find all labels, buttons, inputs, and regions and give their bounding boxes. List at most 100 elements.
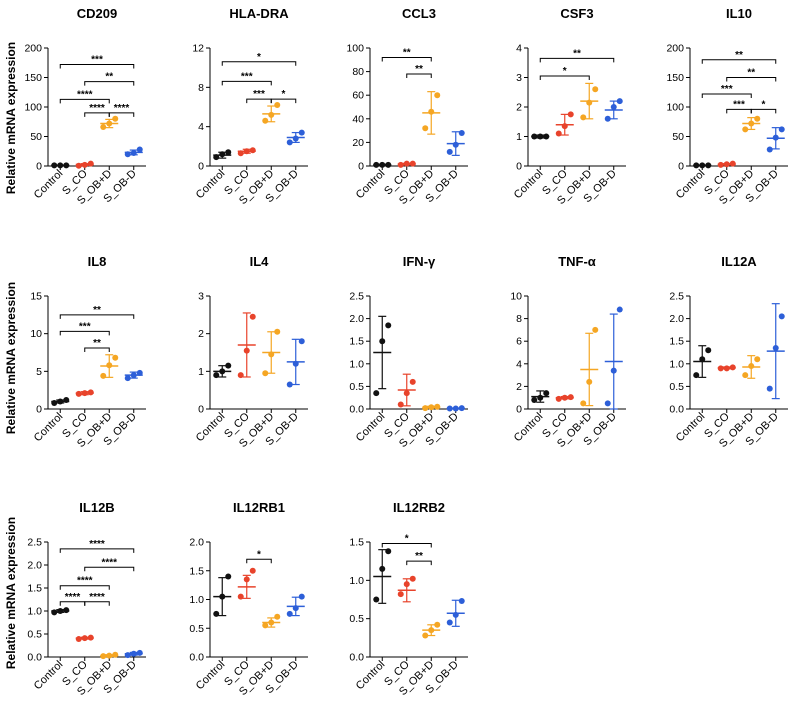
- data-point: [237, 372, 244, 379]
- data-point: [531, 396, 538, 403]
- significance-bracket: [84, 347, 110, 352]
- significance-label: ***: [721, 84, 733, 95]
- data-point: [616, 306, 623, 313]
- data-point: [219, 151, 226, 158]
- data-point: [112, 651, 119, 658]
- data-point: [249, 313, 256, 320]
- y-tick-label: 6: [516, 336, 522, 348]
- y-tick-label: 0.0: [189, 652, 204, 664]
- significance-label: *: [563, 66, 567, 77]
- data-point: [136, 369, 143, 376]
- data-point: [57, 608, 64, 614]
- x-tick-label: Control: [354, 659, 388, 693]
- data-point: [87, 634, 94, 641]
- data-point: [452, 611, 459, 618]
- x-tick-label: Control: [194, 659, 228, 693]
- data-point: [81, 635, 88, 642]
- y-tick-label: 2.0: [669, 313, 684, 325]
- data-point: [580, 114, 587, 121]
- data-point: [57, 162, 64, 169]
- data-point: [274, 613, 281, 620]
- data-point: [717, 161, 724, 168]
- significance-bracket: [221, 61, 297, 66]
- data-point: [373, 596, 380, 603]
- data-point: [693, 162, 700, 169]
- y-tick-label: 0.5: [669, 381, 684, 393]
- y-tick-label: 0: [678, 161, 684, 173]
- y-tick-label: 50: [30, 131, 42, 143]
- data-point: [403, 390, 410, 397]
- significance-bracket: [59, 330, 110, 336]
- data-point: [51, 162, 58, 169]
- data-point: [428, 108, 435, 115]
- data-point: [592, 326, 599, 333]
- data-point: [243, 576, 250, 583]
- y-tick-label: 1.0: [349, 358, 364, 370]
- significance-label: **: [105, 72, 113, 83]
- significance-label: *: [762, 99, 766, 110]
- data-point: [262, 370, 269, 377]
- data-point: [586, 99, 593, 106]
- chart-title: HLA-DRA: [229, 6, 289, 21]
- y-tick-label: 0.5: [349, 613, 364, 625]
- data-point: [705, 162, 712, 169]
- significance-label: ***: [241, 71, 253, 82]
- data-point: [397, 401, 404, 408]
- data-point: [446, 148, 453, 155]
- y-tick-label: 150: [666, 72, 684, 84]
- y-tick-label: 0: [358, 161, 364, 173]
- data-point: [428, 627, 435, 634]
- significance-label: ****: [65, 592, 81, 603]
- data-point: [81, 161, 88, 168]
- data-point: [422, 125, 429, 132]
- y-tick-label: 5: [36, 366, 42, 378]
- data-point: [63, 607, 70, 614]
- data-point: [213, 610, 220, 617]
- data-point: [616, 98, 623, 105]
- significance-bracket: [701, 93, 752, 99]
- chart-title: IL12RB1: [233, 500, 285, 515]
- significance-label: ***: [79, 321, 91, 332]
- data-point: [705, 347, 712, 354]
- significance-label: ***: [253, 89, 265, 100]
- data-point: [729, 160, 736, 167]
- chart-panel-cd209: CD209050100150200ControlS_COS_OB+DS_OB-D…: [24, 6, 146, 207]
- significance-bracket: [270, 98, 297, 104]
- significance-label: *: [405, 534, 409, 545]
- y-tick-label: 0: [36, 404, 42, 416]
- data-point: [723, 365, 730, 372]
- y-tick-label: 4: [198, 121, 204, 133]
- data-point: [766, 385, 773, 392]
- data-point: [610, 367, 617, 374]
- significance-bracket: [59, 314, 135, 319]
- y-tick-label: 2.5: [669, 291, 684, 303]
- significance-bracket: [539, 57, 615, 63]
- chart-panel-ccl3: CCL3020406080100ControlS_COS_OB+DS_OB-D*…: [346, 6, 468, 207]
- significance-bracket: [84, 601, 110, 606]
- y-tick-label: 200: [24, 43, 42, 55]
- significance-label: ****: [77, 576, 93, 587]
- significance-bracket: [84, 81, 135, 86]
- data-point: [754, 356, 761, 363]
- y-tick-label: 1.5: [349, 537, 364, 549]
- data-point: [268, 351, 275, 358]
- data-point: [298, 593, 305, 600]
- y-tick-label: 8: [198, 82, 204, 94]
- data-point: [298, 338, 305, 345]
- y-tick-label: 3: [516, 72, 522, 84]
- data-point: [81, 390, 88, 397]
- x-tick-label: Control: [674, 168, 708, 202]
- data-point: [409, 575, 416, 582]
- data-point: [537, 133, 544, 140]
- y-tick-label: 40: [352, 113, 364, 125]
- data-point: [100, 124, 107, 131]
- chart-panel-il10: IL10050100150200ControlS_COS_OB+DS_OB-D*…: [666, 6, 788, 207]
- data-point: [772, 344, 779, 351]
- data-point: [531, 133, 538, 140]
- data-point: [434, 403, 441, 410]
- data-point: [298, 129, 305, 136]
- chart-title: IL12A: [721, 254, 757, 269]
- chart-panel-hla-dra: HLA-DRA04812ControlS_COS_OB+DS_OB-D*****…: [192, 6, 308, 207]
